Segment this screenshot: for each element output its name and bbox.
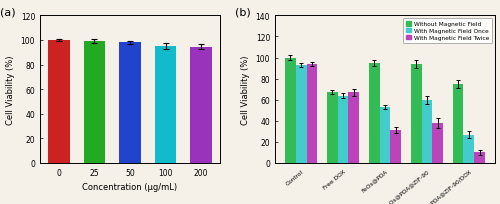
Bar (452, 84, 464, 163)
Bar (380, 108, 390, 163)
Bar (390, 131, 401, 163)
Bar (474, 153, 485, 163)
Bar (306, 65, 318, 163)
Bar (120, 43, 141, 163)
Text: (b): (b) (236, 8, 251, 18)
Bar (190, 48, 212, 163)
Bar (464, 135, 474, 163)
X-axis label: Concentration (μg/mL): Concentration (μg/mL) (82, 183, 178, 192)
Legend: Without Magnetic Field, With Magnetic Field Once, With Magnetic Field Twice: Without Magnetic Field, With Magnetic Fi… (402, 19, 492, 44)
Bar (285, 58, 296, 163)
Bar (155, 47, 176, 163)
Bar (422, 100, 432, 163)
Bar (48, 41, 70, 163)
Bar (348, 93, 359, 163)
Bar (327, 93, 338, 163)
Y-axis label: Cell Viability (%): Cell Viability (%) (241, 55, 250, 124)
Bar (369, 63, 380, 163)
Bar (338, 96, 348, 163)
Bar (432, 123, 443, 163)
Bar (296, 66, 306, 163)
Text: (a): (a) (0, 8, 16, 18)
Bar (411, 65, 422, 163)
Bar (84, 42, 105, 163)
Y-axis label: Cell Viability (%): Cell Viability (%) (6, 55, 15, 124)
